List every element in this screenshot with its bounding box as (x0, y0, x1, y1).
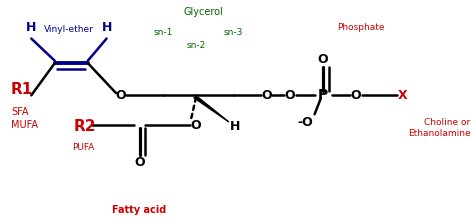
Text: Glycerol: Glycerol (183, 7, 223, 17)
Text: SFA
MUFA: SFA MUFA (11, 108, 38, 130)
Text: H: H (26, 21, 36, 34)
Text: Choline or
Ethanolamine: Choline or Ethanolamine (408, 118, 471, 138)
Text: H: H (101, 21, 112, 34)
Text: X: X (398, 89, 408, 102)
Text: -O: -O (298, 116, 313, 129)
Text: Fatty acid: Fatty acid (112, 205, 167, 215)
Text: H: H (230, 120, 240, 133)
Text: sn-2: sn-2 (186, 41, 206, 50)
Text: O: O (134, 156, 145, 169)
Text: sn-3: sn-3 (224, 28, 244, 37)
Polygon shape (194, 97, 229, 122)
Text: O: O (115, 89, 126, 102)
Text: P: P (318, 88, 328, 102)
Text: Vinyl-ether: Vinyl-ether (44, 25, 94, 34)
Text: O: O (285, 89, 295, 102)
Text: Phosphate: Phosphate (337, 23, 385, 32)
Text: R2: R2 (74, 119, 96, 134)
Text: O: O (261, 89, 272, 102)
Text: R1: R1 (11, 82, 34, 97)
Text: sn-1: sn-1 (153, 28, 173, 37)
Text: O: O (318, 53, 329, 66)
Text: O: O (191, 119, 202, 132)
Text: PUFA: PUFA (72, 143, 94, 152)
Text: O: O (351, 89, 362, 102)
